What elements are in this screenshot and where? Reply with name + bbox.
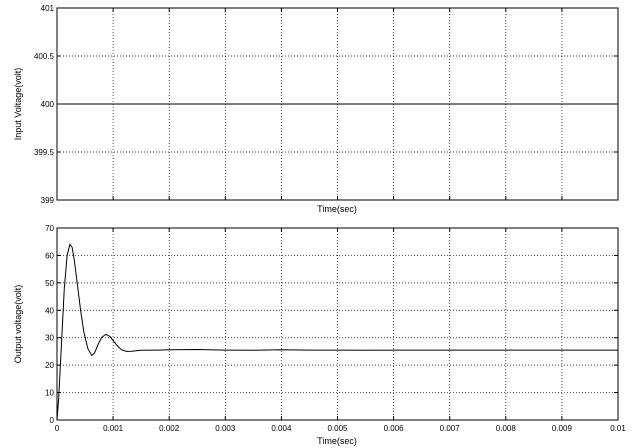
series [56, 243, 618, 421]
x-tick-label: 0.01 [610, 424, 626, 433]
y-tick-label: 40 [45, 306, 54, 315]
x-tick-label: 0.006 [384, 424, 405, 433]
input-voltage-plot: 399 399.5 400 400.5 401 Time(sec) Input Volt… [13, 4, 619, 214]
output-voltage-plot: 0 10 20 30 40 50 60 70 0 0.001 0.002 0.003 0.004 0.0… [13, 224, 626, 446]
series-line [56, 243, 618, 421]
x-tick-label: 0.002 [159, 424, 180, 433]
y-tick-labels: 399 399.5 400 400.5 401 [34, 4, 55, 205]
x-tick-label: 0.001 [103, 424, 124, 433]
x-axis-label: Time(sec) [317, 204, 357, 214]
y-tick-labels: 0 10 20 30 40 50 60 70 [45, 224, 54, 425]
y-tick-label: 399 [41, 196, 55, 205]
y-tick-label: 10 [45, 389, 54, 398]
y-tick-label: 50 [45, 279, 54, 288]
x-tick-label: 0.009 [552, 424, 573, 433]
x-axis-label: Time(sec) [317, 436, 357, 446]
y-axis-label: Input Voltage(volt) [13, 68, 23, 141]
y-tick-label: 70 [45, 224, 54, 233]
y-tick-label: 20 [45, 361, 54, 370]
gridlines [57, 228, 618, 420]
y-tick-label: 30 [45, 334, 54, 343]
x-tick-label: 0.003 [215, 424, 236, 433]
x-tick-labels: 0 0.001 0.002 0.003 0.004 0.005 0.006 0.007 0.00… [55, 424, 627, 433]
x-tick-label: 0.004 [271, 424, 292, 433]
y-tick-label: 401 [41, 4, 55, 13]
y-tick-label: 60 [45, 251, 54, 260]
y-tick-label: 399.5 [34, 148, 55, 157]
y-tick-label: 0 [50, 416, 55, 425]
x-tick-label: 0.007 [440, 424, 461, 433]
y-tick-label: 400.5 [34, 52, 55, 61]
y-tick-label: 400 [41, 100, 55, 109]
x-tick-label: 0 [55, 424, 60, 433]
y-axis-label: Output voltage(volt) [13, 285, 23, 364]
x-tick-label: 0.008 [496, 424, 517, 433]
x-tick-label: 0.005 [327, 424, 348, 433]
